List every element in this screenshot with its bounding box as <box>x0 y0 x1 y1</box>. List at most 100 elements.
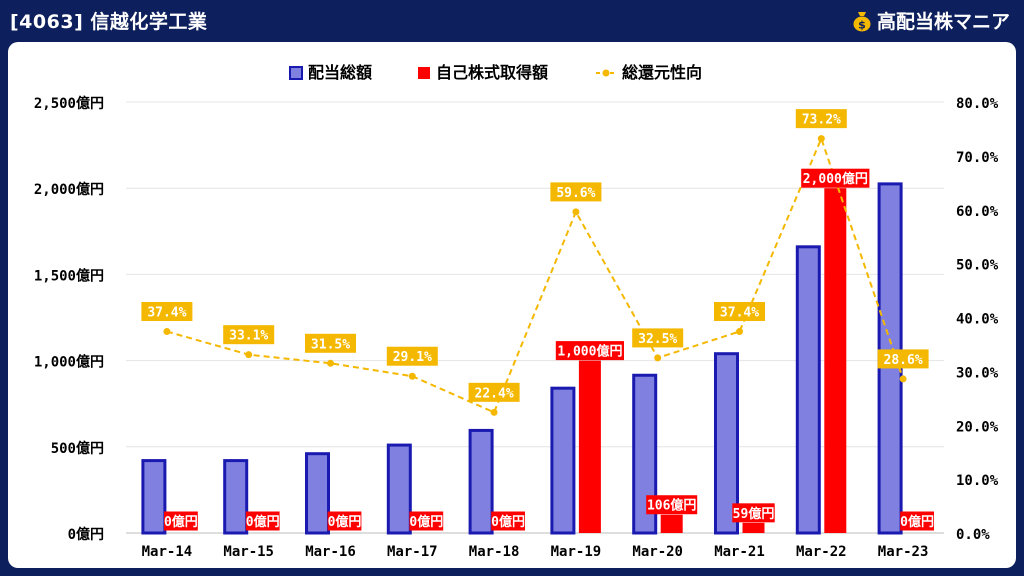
payout-line-series <box>163 135 907 416</box>
x-tick-label: Mar-20 <box>632 544 683 560</box>
dividend-bar <box>305 452 330 535</box>
payout-point <box>490 408 498 416</box>
payout-point <box>654 354 662 362</box>
x-tick-label: Mar-14 <box>142 544 193 560</box>
legend-swatch-buyback <box>418 67 430 79</box>
buyback-label: 0億円 <box>328 514 362 530</box>
x-tick-label: Mar-22 <box>796 544 847 560</box>
brand-logo: $ 高配当株マニア <box>852 7 1010 34</box>
left-tick-label: 0億円 <box>68 526 104 543</box>
buyback-label-box <box>164 511 198 531</box>
payout-point <box>899 375 907 383</box>
x-tick-label: Mar-23 <box>878 544 929 560</box>
right-tick-label: 30.0% <box>956 365 999 381</box>
right-tick-label: 40.0% <box>956 312 999 328</box>
payout-label-box <box>305 333 356 353</box>
x-axis: Mar-14 Mar-15 Mar-16 Mar-17 Mar-18 Mar-19 Mar-… <box>142 544 929 560</box>
payout-label-box <box>632 328 684 348</box>
buyback-label: 0億円 <box>491 514 525 530</box>
payout-label-box <box>550 182 602 202</box>
chart-panel: 配当総額 自己株式取得額 総還元性向 0億円 500億円 1,000億円 1,500億… <box>8 42 1016 568</box>
dividend-bar <box>632 373 658 535</box>
legend-label-buyback: 自己株式取得額 <box>436 63 548 82</box>
x-tick-label: Mar-18 <box>469 544 520 560</box>
payout-label: 37.4% <box>720 306 759 321</box>
payout-label-box <box>223 325 275 345</box>
money-bag-icon: $ <box>853 11 871 31</box>
left-tick-label: 2,000億円 <box>34 181 104 198</box>
right-tick-label: 80.0% <box>956 96 999 112</box>
payout-point <box>245 351 253 359</box>
left-tick-label: 1,000億円 <box>34 354 104 371</box>
svg-text:$: $ <box>858 18 866 31</box>
dividend-bar <box>141 459 167 535</box>
payout-point <box>736 328 743 336</box>
payout-label: 29.1% <box>393 350 432 365</box>
buyback-label: 2,000億円 <box>803 171 868 187</box>
buyback-label-box <box>732 503 775 523</box>
buyback-label: 0億円 <box>164 514 198 530</box>
buyback-label: 1,000億円 <box>557 344 622 360</box>
right-tick-label: 20.0% <box>956 419 999 435</box>
payout-label: 33.1% <box>229 329 268 344</box>
right-tick-label: 0.0% <box>956 527 990 543</box>
legend-label-dividend: 配当総額 <box>308 63 372 82</box>
buyback-label-box <box>646 495 698 515</box>
buyback-bar <box>742 522 765 533</box>
buyback-label-box <box>555 341 624 361</box>
payout-label-box <box>795 109 847 129</box>
x-tick-label: Mar-17 <box>387 544 438 560</box>
dividend-bar <box>386 443 412 535</box>
dividend-bar <box>550 386 576 535</box>
dividend-bar <box>223 459 249 535</box>
buyback-label: 0億円 <box>900 514 934 530</box>
legend-swatch-payout-dot <box>602 69 610 77</box>
payout-label: 59.6% <box>556 186 595 201</box>
right-tick-label: 60.0% <box>956 204 999 220</box>
buyback-label: 0億円 <box>246 514 280 530</box>
buyback-label: 0億円 <box>409 514 443 530</box>
brand-name: 高配当株マニア <box>876 11 1010 33</box>
data-labels: 0億円 0億円 0億円 0億円 0億円 1,000億円 106億円 59億円 2,000億円 0億… <box>141 109 934 531</box>
buyback-label-box <box>491 511 525 531</box>
payout-point <box>163 328 171 336</box>
payout-label-box <box>468 382 520 402</box>
payout-point <box>817 135 825 143</box>
left-tick-label: 1,500億円 <box>34 267 104 284</box>
header-bar: [4063] 信越化学工業 $ 高配当株マニア <box>0 0 1024 40</box>
buyback-bar <box>660 514 683 533</box>
payout-label: 37.4% <box>147 306 186 321</box>
buyback-label-box <box>245 511 280 531</box>
payout-point <box>408 372 416 380</box>
payout-point <box>572 208 580 216</box>
payout-label-box <box>877 349 929 369</box>
payout-label: 73.2% <box>802 113 841 128</box>
x-tick-label: Mar-19 <box>551 544 602 560</box>
right-tick-label: 50.0% <box>956 258 999 274</box>
right-tick-label: 10.0% <box>956 473 999 489</box>
page-title: [4063] 信越化学工業 <box>10 11 208 33</box>
chart-grid <box>126 101 944 534</box>
left-axis: 0億円 500億円 1,000億円 1,500億円 2,000億円 2,500億円 <box>34 95 104 543</box>
payout-label-box <box>141 302 193 322</box>
payout-label-box <box>386 346 438 366</box>
buyback-label: 59億円 <box>733 506 775 522</box>
left-tick-label: 2,500億円 <box>34 95 104 112</box>
legend-swatch-dividend <box>289 66 303 80</box>
payout-label: 28.6% <box>884 353 923 368</box>
payout-line <box>166 135 905 414</box>
right-tick-label: 70.0% <box>956 150 999 166</box>
dividend-bar <box>714 352 739 535</box>
buyback-label-box <box>900 511 934 531</box>
bar-series <box>141 182 903 535</box>
buyback-bar <box>824 188 847 533</box>
payout-label: 32.5% <box>638 332 677 347</box>
x-tick-label: Mar-16 <box>305 544 356 560</box>
buyback-label-box <box>327 511 362 531</box>
left-tick-label: 500億円 <box>51 440 104 457</box>
legend-label-payout: 総還元性向 <box>622 63 702 82</box>
x-tick-label: Mar-15 <box>223 544 274 560</box>
dividend-bar <box>795 245 821 535</box>
right-axis: 0.0% 10.0% 20.0% 30.0% 40.0% 50.0% 60.0% 70.0% 8… <box>956 96 999 543</box>
combo-chart: 配当総額 自己株式取得額 総還元性向 0億円 500億円 1,000億円 1,500億… <box>34 63 999 560</box>
